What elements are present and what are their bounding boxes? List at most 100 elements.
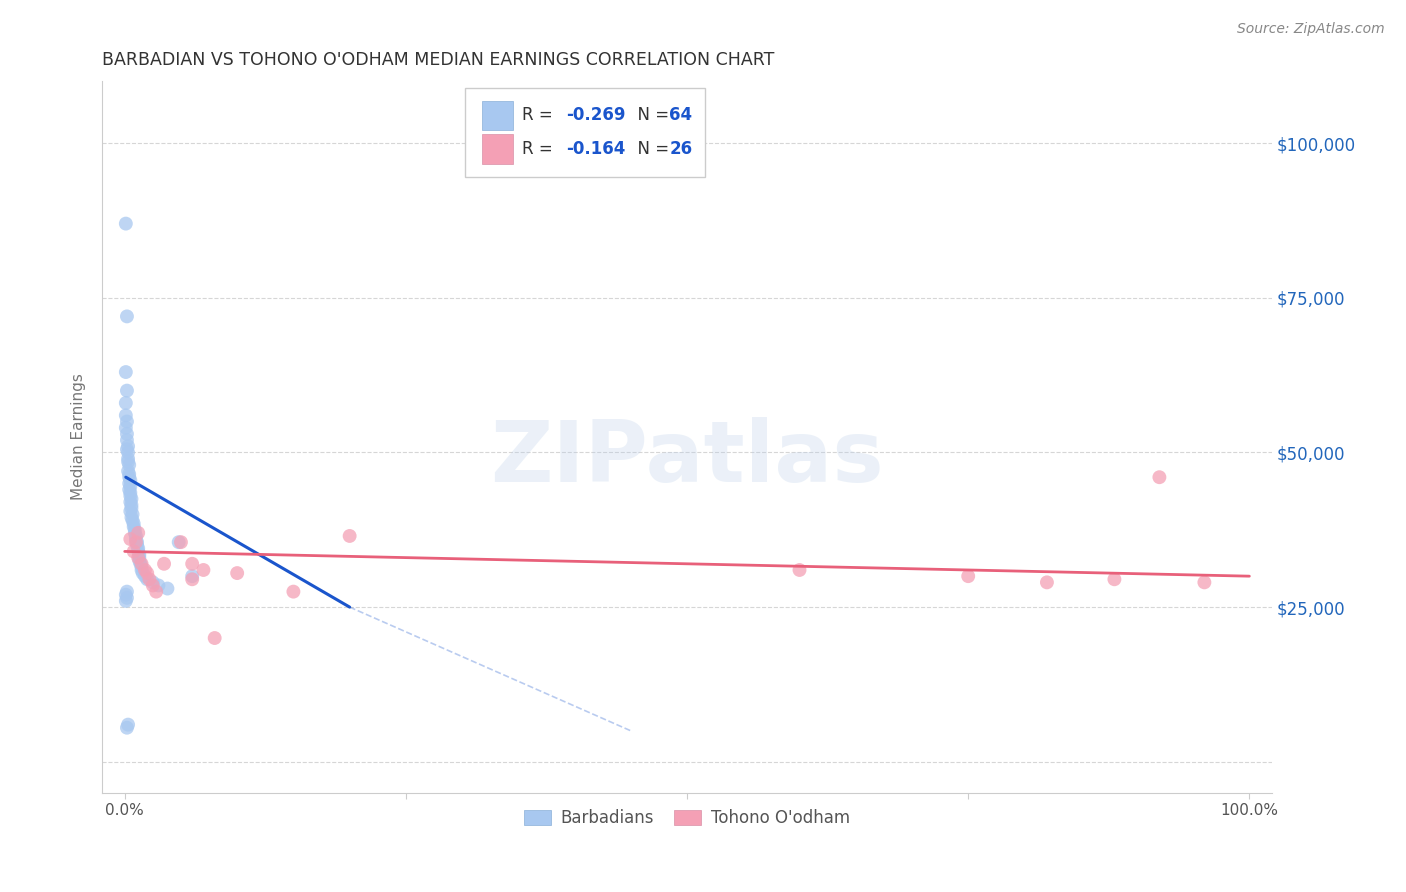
Point [131,566,153,580]
Point [127,550,149,565]
Point [120,501,142,516]
Point [131,557,153,571]
Point [120,510,142,524]
Point [114,421,136,435]
Point [115,310,138,324]
Point [114,594,136,608]
Point [114,409,136,423]
Point [181,557,204,571]
Point [115,591,138,605]
Point [142,578,165,592]
Point [124,525,146,540]
Point [120,532,142,546]
Point [142,575,165,590]
Point [117,439,139,453]
Text: -0.164: -0.164 [567,140,626,158]
Point [115,721,138,735]
Point [226,566,249,580]
Point [117,717,139,731]
Point [339,529,361,543]
Point [114,396,136,410]
Point [117,455,139,469]
Point [120,504,142,518]
Point [127,541,149,556]
Point [118,483,141,497]
FancyBboxPatch shape [482,101,513,130]
Point [118,476,141,491]
Point [789,563,811,577]
Point [127,544,149,558]
Text: ZIPatlas: ZIPatlas [491,417,884,500]
Point [115,384,138,398]
Point [120,473,142,487]
Text: N =: N = [627,140,675,158]
Point [1104,572,1126,586]
Point [128,554,150,568]
Point [156,582,179,596]
Point [120,485,142,500]
Point [122,519,145,533]
Point [124,523,146,537]
Point [1149,470,1171,484]
Point [134,563,156,577]
Point [118,458,141,472]
Point [114,365,136,379]
Point [125,529,148,543]
Point [115,442,138,457]
Point [118,470,141,484]
Text: R =: R = [522,106,558,125]
Text: R =: R = [522,140,558,158]
Point [115,584,138,599]
Point [131,560,153,574]
Text: Source: ZipAtlas.com: Source: ZipAtlas.com [1237,22,1385,37]
Text: 64: 64 [669,106,693,125]
Point [125,532,148,546]
Point [148,578,170,592]
Point [128,550,150,565]
Point [181,572,204,586]
Point [134,569,156,583]
Point [127,525,149,540]
Point [114,217,136,231]
Point [114,588,136,602]
Point [118,467,141,482]
Point [115,426,138,441]
Point [129,557,152,571]
Point [117,451,139,466]
Point [204,631,226,645]
Point [117,445,139,459]
Point [125,538,148,552]
Point [120,495,142,509]
Y-axis label: Median Earnings: Median Earnings [72,374,86,500]
Point [115,433,138,447]
FancyBboxPatch shape [465,88,704,178]
Point [145,584,167,599]
Text: BARBADIAN VS TOHONO O'ODHAM MEDIAN EARNINGS CORRELATION CHART: BARBADIAN VS TOHONO O'ODHAM MEDIAN EARNI… [103,51,775,69]
Point [115,415,138,429]
Point [131,563,153,577]
Point [117,464,139,478]
Point [122,544,145,558]
Point [125,535,148,549]
Point [136,572,159,586]
Point [122,516,145,531]
Point [120,498,142,512]
Point [125,535,148,549]
Point [121,508,143,522]
Point [181,569,204,583]
Text: -0.269: -0.269 [567,106,626,125]
Point [170,535,193,549]
Point [121,514,143,528]
Point [283,584,305,599]
FancyBboxPatch shape [482,134,513,164]
Text: N =: N = [627,106,675,125]
Point [138,572,160,586]
Point [957,569,980,583]
Point [120,489,142,503]
Point [1194,575,1216,590]
Point [120,491,142,506]
Point [136,566,159,580]
Legend: Barbadians, Tohono O'odham: Barbadians, Tohono O'odham [517,803,856,834]
Text: 26: 26 [669,140,693,158]
Point [153,557,176,571]
